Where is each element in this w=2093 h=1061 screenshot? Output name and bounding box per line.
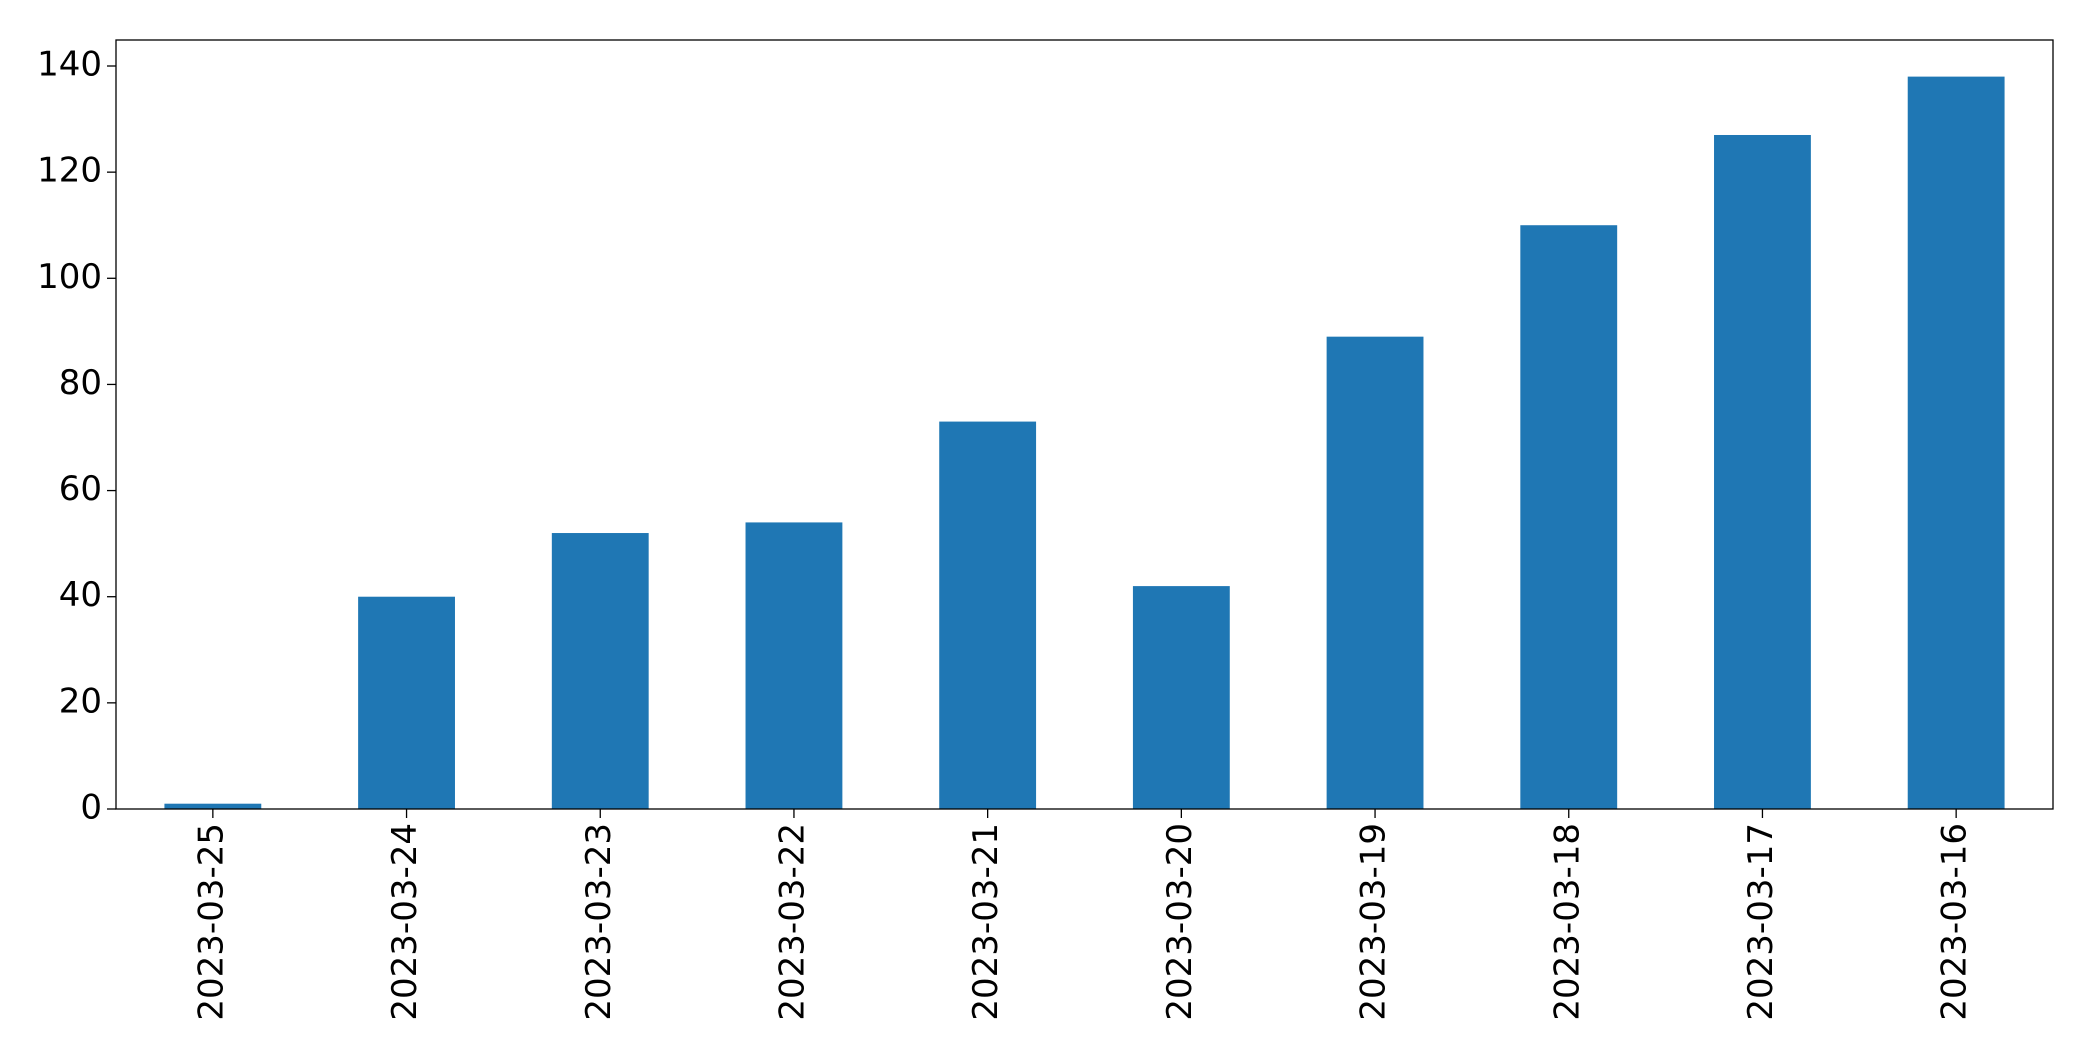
- x-tick-label: 2023-03-18: [1547, 823, 1587, 1021]
- bar: [1132, 586, 1230, 809]
- y-tick-label: 140: [37, 45, 102, 85]
- y-tick-label: 60: [59, 469, 102, 509]
- bar: [745, 522, 843, 809]
- bar: [358, 596, 455, 809]
- x-tick-label: 2023-03-25: [191, 823, 231, 1021]
- bar: [1326, 336, 1424, 809]
- y-tick-label: 120: [37, 151, 102, 191]
- x-tick-label: 2023-03-20: [1160, 823, 1200, 1021]
- y-tick-label: 80: [59, 363, 102, 403]
- plot-frame: [115, 39, 2054, 810]
- y-tick-label: 0: [80, 788, 102, 828]
- y-tick-label: 100: [37, 257, 102, 297]
- x-tick-label: 2023-03-22: [772, 823, 812, 1021]
- bar: [1520, 225, 1618, 809]
- x-tick-label: 2023-03-19: [1354, 823, 1394, 1021]
- x-tick-label: 2023-03-23: [579, 823, 619, 1021]
- bar: [164, 803, 262, 809]
- x-tick-label: 2023-03-17: [1741, 823, 1781, 1021]
- y-tick-label: 40: [59, 575, 102, 615]
- x-tick-label: 2023-03-16: [1935, 823, 1975, 1021]
- bar: [1714, 134, 1811, 809]
- bar: [939, 421, 1037, 809]
- y-tick-label: 20: [59, 681, 102, 721]
- bar: [1907, 76, 2005, 810]
- x-tick-label: 2023-03-21: [966, 823, 1006, 1021]
- bar: [551, 533, 649, 809]
- x-tick-label: 2023-03-24: [385, 823, 425, 1021]
